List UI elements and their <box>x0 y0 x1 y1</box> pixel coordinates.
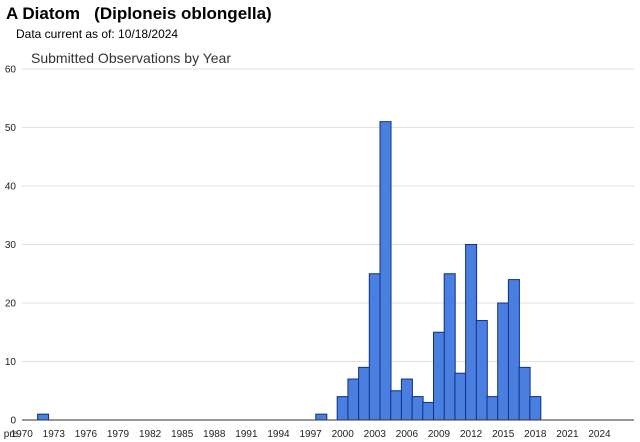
x-tick-label: 2009 <box>428 429 451 440</box>
y-tick-label: 60 <box>5 65 17 76</box>
bar <box>529 396 542 421</box>
x-tick-label: 2003 <box>364 429 387 440</box>
data-current-date: Data current as of: 10/18/2024 <box>16 27 179 41</box>
x-tick-label: 1979 <box>107 429 130 440</box>
x-tick-label: 1982 <box>139 429 162 440</box>
x-tick-label: 1994 <box>267 429 290 440</box>
x-tick-label: 2018 <box>524 429 547 440</box>
bar <box>37 413 50 421</box>
x-tick-label: 1997 <box>299 429 322 440</box>
y-tick-label: 40 <box>5 182 17 193</box>
bar <box>336 396 349 421</box>
bar <box>465 244 478 421</box>
y-axis-ticks: 0 10 20 30 40 50 60 <box>5 65 17 427</box>
bar <box>443 273 456 421</box>
bar <box>475 320 488 421</box>
bar <box>422 401 435 421</box>
x-tick-label: 2015 <box>492 429 515 440</box>
bar <box>518 366 531 421</box>
bar <box>315 413 328 421</box>
bar <box>368 273 381 421</box>
bar <box>400 378 413 421</box>
bar <box>347 378 360 421</box>
x-tick-label: 2000 <box>332 429 355 440</box>
x-tick-label: 1988 <box>203 429 226 440</box>
x-tick-label: 2021 <box>556 429 579 440</box>
x-tick-label: 1970 <box>11 429 34 440</box>
x-tick-label: pre <box>4 429 19 440</box>
x-tick-label: 1976 <box>75 429 98 440</box>
bar <box>379 121 392 421</box>
bar <box>411 396 424 421</box>
bar <box>454 372 467 421</box>
y-tick-label: 20 <box>5 299 17 310</box>
bars <box>37 121 542 421</box>
y-tick-label: 30 <box>5 240 17 251</box>
bar <box>507 279 520 421</box>
bar <box>486 396 499 421</box>
bar <box>433 331 445 421</box>
bar <box>390 390 403 421</box>
x-tick-label: 2006 <box>396 429 419 440</box>
x-tick-label: 1985 <box>171 429 194 440</box>
x-tick-label: 2012 <box>460 429 483 440</box>
x-tick-label: 1973 <box>43 429 66 440</box>
y-tick-label: 50 <box>5 123 17 134</box>
y-tick-label: 0 <box>10 416 16 427</box>
x-tick-label: 2024 <box>588 429 611 440</box>
gridlines <box>22 68 634 362</box>
chart-title: Submitted Observations by Year <box>31 50 231 66</box>
header: A Diatom (Diploneis oblongella) Data cur… <box>6 4 272 41</box>
species-title: A Diatom (Diploneis oblongella) <box>6 4 272 23</box>
x-tick-label: 1991 <box>235 429 258 440</box>
bar <box>497 302 510 421</box>
bar <box>358 366 371 421</box>
y-tick-label: 10 <box>5 357 17 368</box>
